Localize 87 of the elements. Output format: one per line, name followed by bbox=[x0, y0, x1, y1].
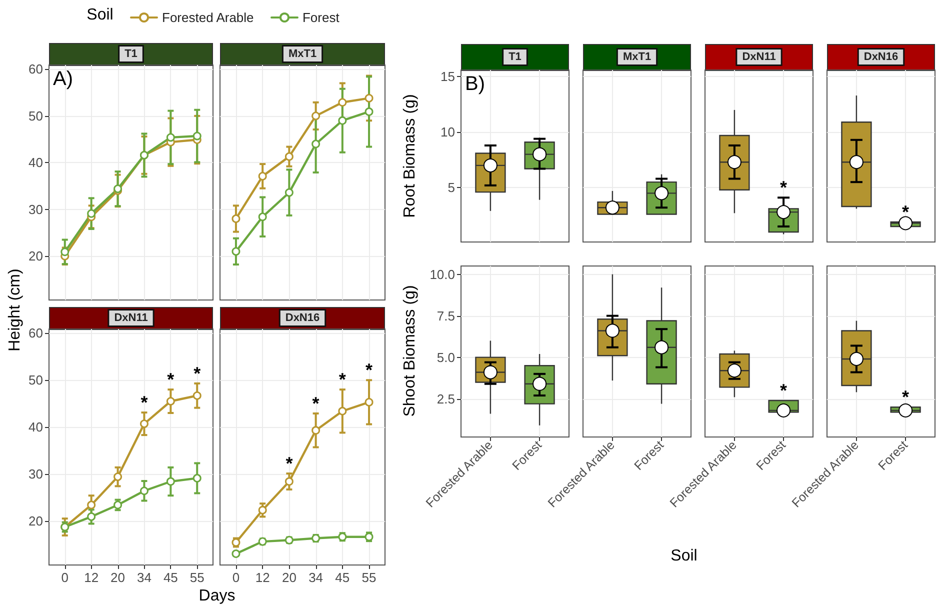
point bbox=[364, 398, 374, 406]
legend-label: Forest bbox=[302, 10, 340, 25]
point bbox=[312, 426, 320, 435]
x-tick-label: 45 bbox=[163, 570, 178, 585]
annotation: A) bbox=[53, 68, 73, 90]
annotation: * bbox=[194, 363, 201, 384]
annotation: * bbox=[338, 370, 346, 390]
x-tick-label: 34 bbox=[136, 570, 152, 585]
point bbox=[166, 397, 175, 406]
y-tick-label: 40 bbox=[28, 155, 43, 170]
annotation: * bbox=[140, 392, 148, 413]
point bbox=[192, 474, 202, 482]
y-axis-title: Shoot Biomass (g) bbox=[402, 285, 418, 417]
annotation: * bbox=[167, 370, 174, 390]
y-tick-label: 60 bbox=[28, 326, 43, 341]
point bbox=[284, 477, 294, 486]
point bbox=[166, 133, 175, 142]
chart-title: T1 bbox=[508, 51, 522, 63]
y-tick-label: 50 bbox=[28, 108, 43, 124]
point bbox=[232, 247, 240, 256]
point bbox=[284, 152, 294, 161]
point bbox=[284, 188, 294, 197]
point bbox=[140, 420, 148, 428]
point bbox=[258, 172, 267, 180]
chart-title: MxT1 bbox=[622, 51, 652, 63]
y-tick-label: 2.5 bbox=[436, 391, 455, 406]
point bbox=[338, 406, 347, 416]
point bbox=[166, 477, 175, 486]
x-axis-title: Days bbox=[198, 588, 236, 604]
annotation: * bbox=[780, 380, 788, 400]
chart-title: DxN16 bbox=[285, 312, 320, 324]
legend-title: Soil bbox=[86, 6, 114, 24]
point bbox=[192, 391, 202, 400]
y-axis-title: Root Biomass (g) bbox=[402, 94, 418, 218]
y-tick-label: 50 bbox=[28, 372, 43, 388]
point bbox=[232, 549, 240, 558]
x-tick-label: 12 bbox=[255, 570, 270, 585]
y-tick-label: 30 bbox=[28, 202, 43, 217]
point bbox=[258, 212, 267, 222]
point bbox=[114, 472, 122, 482]
point bbox=[338, 116, 347, 125]
point bbox=[338, 98, 347, 107]
annotation: B) bbox=[465, 73, 485, 95]
y-tick-label: 30 bbox=[28, 466, 43, 482]
point bbox=[364, 94, 374, 102]
annotation: * bbox=[312, 393, 320, 414]
y-tick-label: 10.0 bbox=[430, 266, 455, 282]
point bbox=[192, 132, 202, 140]
chart-title: MxT1 bbox=[288, 48, 317, 60]
point bbox=[114, 500, 122, 510]
y-tick-label: 7.5 bbox=[436, 308, 455, 324]
x-tick-label: 0 bbox=[61, 570, 68, 585]
point bbox=[364, 107, 374, 116]
x-tick-label: 34 bbox=[308, 570, 324, 585]
y-tick-label: 5.0 bbox=[436, 350, 455, 365]
x-tick-label: 0 bbox=[232, 570, 240, 585]
annotation: * bbox=[366, 360, 373, 380]
annotation: * bbox=[780, 178, 788, 198]
chart-title: DxN16 bbox=[864, 51, 898, 63]
x-tick-label: 20 bbox=[110, 570, 126, 585]
y-axis-title: Height (cm) bbox=[6, 268, 24, 352]
y-tick-label: 15 bbox=[440, 69, 455, 84]
annotation: * bbox=[902, 387, 910, 408]
x-tick-label: 20 bbox=[282, 570, 296, 585]
y-tick-label: 20 bbox=[28, 513, 43, 528]
x-tick-label: 45 bbox=[335, 570, 350, 585]
annotation: * bbox=[286, 454, 293, 474]
point bbox=[140, 486, 148, 496]
x-tick-label: 12 bbox=[84, 570, 99, 585]
legend-label: Forested Arable bbox=[162, 10, 254, 25]
y-tick-label: 20 bbox=[28, 248, 43, 264]
point bbox=[258, 506, 267, 514]
chart-title: T1 bbox=[124, 48, 138, 60]
y-tick-label: 60 bbox=[28, 62, 43, 77]
point bbox=[87, 209, 96, 218]
y-tick-label: 40 bbox=[28, 420, 43, 435]
x-tick-label: 55 bbox=[362, 570, 376, 585]
y-tick-label: 5 bbox=[448, 180, 455, 196]
chart-title: DxN11 bbox=[742, 51, 776, 63]
x-axis-title: Soil bbox=[670, 548, 698, 564]
chart-title: DxN11 bbox=[114, 312, 148, 324]
x-tick-label: 55 bbox=[190, 570, 204, 585]
point bbox=[312, 140, 320, 148]
y-tick-label: 10 bbox=[440, 124, 455, 140]
point bbox=[232, 214, 240, 223]
point bbox=[312, 112, 320, 120]
annotation: * bbox=[902, 202, 910, 222]
